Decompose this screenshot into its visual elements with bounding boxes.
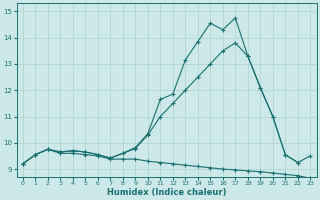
X-axis label: Humidex (Indice chaleur): Humidex (Indice chaleur)	[107, 188, 226, 197]
